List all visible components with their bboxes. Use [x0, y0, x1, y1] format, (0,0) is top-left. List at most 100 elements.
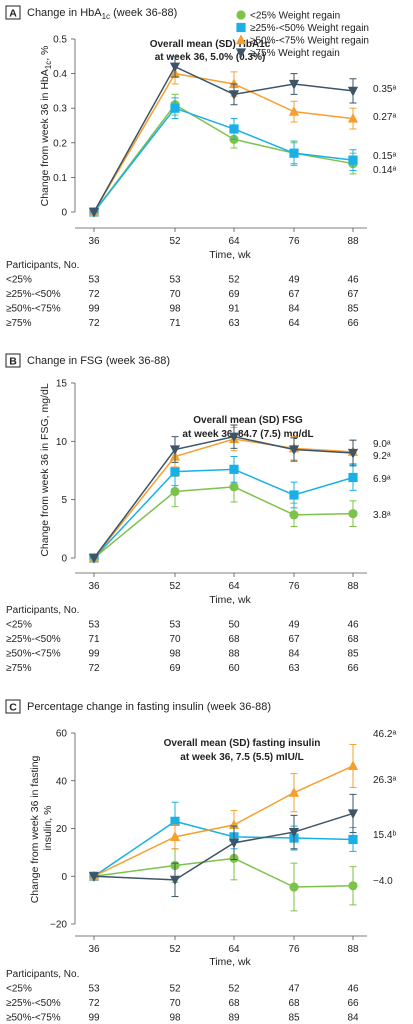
y-tick-label: 0.1 — [53, 173, 67, 184]
participants-count: 98 — [169, 1013, 181, 1024]
plot-area — [88, 743, 359, 912]
participants-count: 69 — [228, 289, 240, 300]
plot-area — [88, 55, 359, 218]
participants-row-label: ≥50%-<75% — [6, 304, 61, 315]
data-point — [236, 10, 246, 20]
data-point — [228, 90, 240, 100]
y-tick-label: 0.4 — [53, 69, 67, 80]
data-point — [169, 831, 181, 841]
participants-row-label: ≥25%-<50% — [6, 998, 61, 1009]
participants-table: Participants, No. <25% 53 53 52 49 46 ≥25%-<50%… — [6, 260, 359, 329]
participants-count: 64 — [288, 318, 300, 329]
data-point — [347, 448, 359, 459]
data-point — [169, 62, 181, 73]
participants-row-label: ≥50%-<75% — [6, 1013, 61, 1024]
participants-count: 53 — [88, 275, 100, 286]
data-point — [347, 112, 359, 123]
series-line — [93, 812, 354, 881]
participants-count: 67 — [347, 289, 359, 300]
participants-count: 53 — [169, 620, 181, 631]
end-value-label: 9.2ᵃ — [373, 451, 391, 462]
panel-letter: B — [9, 356, 17, 368]
panel-a: A Change in HbA1c (week 36-88) Change fr… — [5, 5, 396, 329]
participants-table: Participants, No. <25% 53 53 50 49 46 ≥25%-<50%… — [6, 605, 359, 674]
annotation-line-2: at week 36, 7.5 (5.5) mIU/L — [180, 752, 303, 763]
series-line — [93, 486, 354, 559]
data-point — [235, 34, 247, 45]
x-axis-label: Time, wk — [209, 956, 251, 968]
x-tick-label: 52 — [169, 581, 181, 592]
y-tick-label: 0 — [61, 872, 67, 883]
participants-count: 72 — [88, 998, 100, 1009]
panel-title: Change in FSG (week 36-88) — [27, 355, 170, 367]
y-tick-label: 40 — [56, 776, 68, 787]
panel-c: C Percentage change in fasting insulin (… — [5, 699, 396, 1024]
end-value-label: 26.3ᵃ — [373, 775, 396, 786]
data-point — [228, 78, 240, 89]
participants-count: 67 — [288, 634, 300, 645]
panel-letter: C — [9, 702, 17, 714]
data-point — [235, 48, 247, 59]
panel-title: Change in HbA1c (week 36-88) — [27, 7, 177, 21]
participants-count: 60 — [228, 663, 240, 674]
x-tick-label: 88 — [347, 581, 359, 592]
legend-label: ≥50%-<75% Weight regain — [250, 36, 369, 47]
x-tick-label: 64 — [228, 944, 240, 955]
participants-count: 63 — [288, 663, 300, 674]
participants-header: Participants, No. — [6, 260, 79, 271]
end-labels: 0.14ᵃ 0.15ᵃ 0.27ᵃ 0.35ᵃ — [373, 84, 396, 176]
x-tick-label: 64 — [228, 236, 240, 247]
y-ticks: 0 0.1 0.2 0.3 0.4 0.5 — [53, 35, 75, 219]
participants-count: 99 — [88, 1013, 100, 1024]
participants-count: 49 — [288, 620, 300, 631]
data-point — [288, 827, 300, 838]
series-line — [93, 65, 354, 213]
data-point — [236, 22, 246, 33]
data-point — [347, 760, 359, 771]
data-point — [229, 124, 239, 134]
participants-row-label: ≥50%-<75% — [6, 649, 61, 660]
participants-count: 72 — [88, 318, 100, 329]
participants-row-label: ≥25%-<50% — [6, 289, 61, 300]
participants-table: Participants, No. <25% 53 52 52 47 46 ≥25%-<50%… — [6, 969, 359, 1024]
participants-count: 70 — [169, 289, 181, 300]
panel-title: Percentage change in fasting insulin (we… — [27, 701, 271, 713]
participants-count: 84 — [288, 304, 300, 315]
y-ticks: −20 0 20 40 60 — [50, 729, 75, 931]
participants-count: 52 — [169, 984, 181, 995]
y-tick-label: 5 — [61, 495, 67, 506]
participants-count: 72 — [88, 289, 100, 300]
x-tick-label: 76 — [288, 581, 300, 592]
annotation-line-2: at week 36, 84.7 (7.5) mg/dL — [182, 429, 313, 440]
participants-row-label: <25% — [6, 275, 32, 286]
data-point — [347, 86, 359, 97]
y-tick-label: 0.5 — [53, 35, 67, 46]
participants-count: 46 — [347, 620, 359, 631]
y-tick-label: −20 — [50, 920, 67, 931]
series-line — [93, 103, 354, 213]
y-tick-label: 10 — [56, 437, 68, 448]
participants-count: 52 — [228, 275, 240, 286]
y-tick-label: 60 — [56, 729, 68, 740]
data-point — [288, 79, 300, 90]
data-point — [169, 875, 181, 886]
data-point — [170, 467, 180, 477]
data-point — [348, 509, 358, 519]
end-value-label: 3.8ᵃ — [373, 510, 391, 521]
participants-count: 49 — [288, 275, 300, 286]
x-tick-label: 64 — [228, 581, 240, 592]
participants-count: 98 — [169, 649, 181, 660]
x-tick-label: 76 — [288, 236, 300, 247]
participants-count: 88 — [228, 649, 240, 660]
x-tick-label: 88 — [347, 236, 359, 247]
x-ticks: 36 52 64 76 88 — [88, 573, 359, 592]
participants-row-label: ≥75% — [6, 663, 32, 674]
participants-count: 66 — [347, 318, 359, 329]
participants-count: 84 — [347, 1013, 359, 1024]
participants-count: 98 — [169, 304, 181, 315]
data-point — [348, 881, 358, 891]
participants-count: 53 — [88, 620, 100, 631]
data-point — [229, 464, 239, 474]
participants-count: 50 — [228, 620, 240, 631]
series-line — [93, 438, 354, 559]
